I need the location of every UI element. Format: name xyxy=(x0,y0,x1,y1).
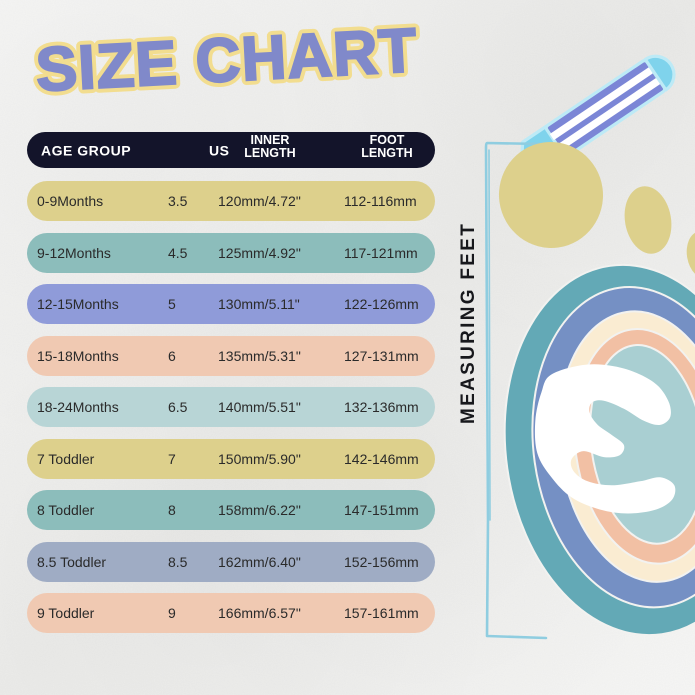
svg-text:MEASURING FEET: MEASURING FEET xyxy=(458,222,479,424)
